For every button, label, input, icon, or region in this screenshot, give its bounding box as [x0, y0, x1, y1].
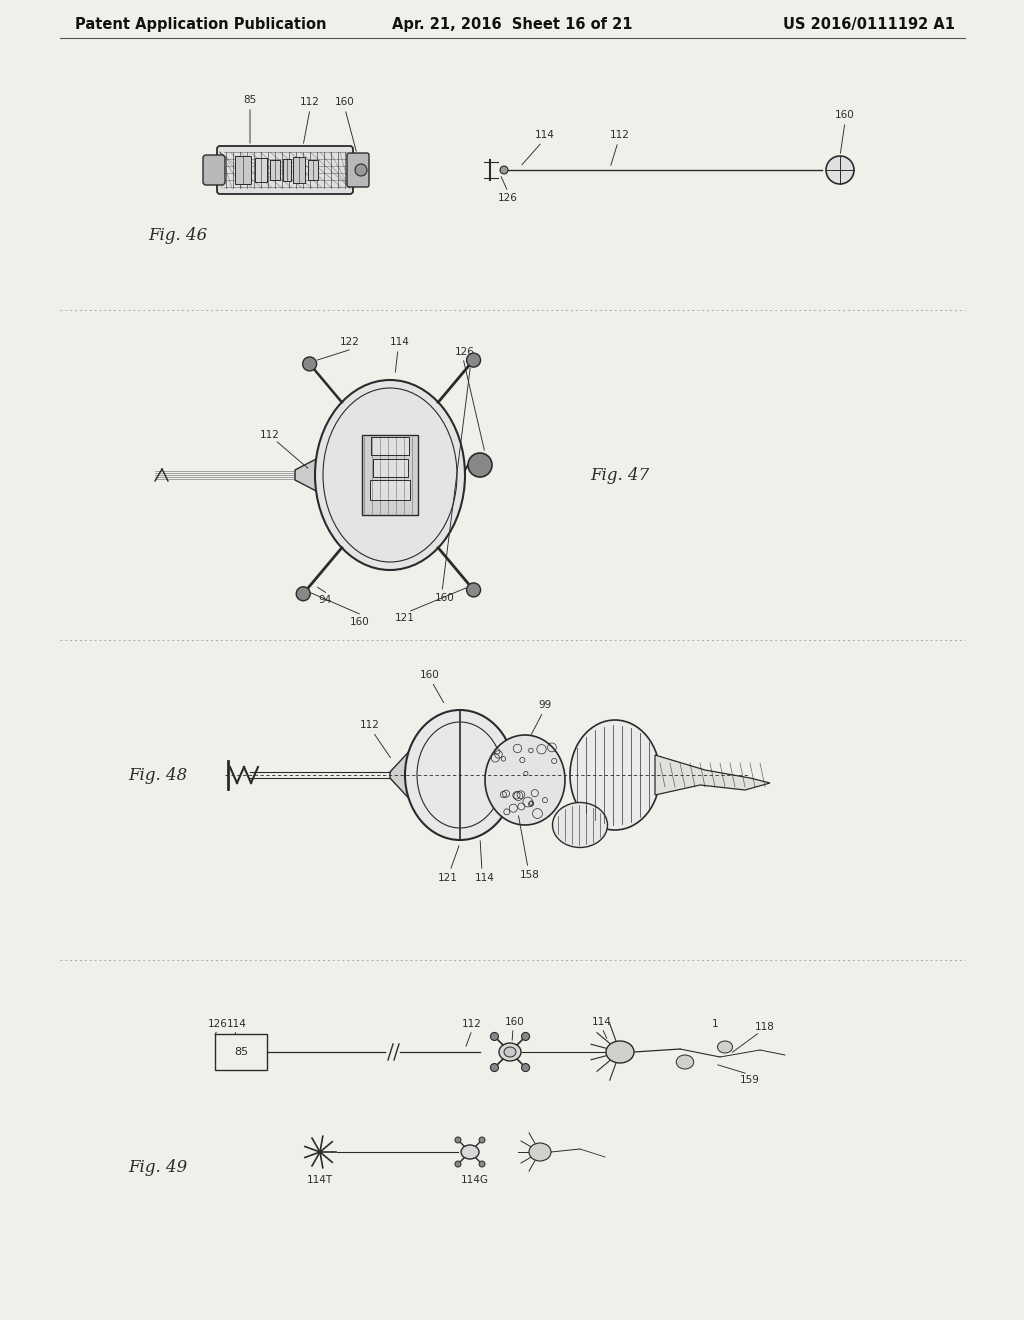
- Text: 158: 158: [520, 870, 540, 880]
- FancyBboxPatch shape: [347, 153, 369, 187]
- Circle shape: [296, 586, 310, 601]
- Text: 121: 121: [438, 873, 458, 883]
- Circle shape: [467, 352, 480, 367]
- Bar: [270, 160, 280, 180]
- Ellipse shape: [570, 719, 660, 830]
- Ellipse shape: [718, 1041, 732, 1053]
- Text: 94: 94: [318, 595, 332, 605]
- Text: 112: 112: [300, 96, 319, 107]
- Polygon shape: [390, 744, 415, 805]
- Text: 160: 160: [335, 96, 355, 107]
- Bar: [371, 437, 409, 455]
- Text: 112: 112: [462, 1019, 482, 1030]
- Text: 114T: 114T: [307, 1175, 333, 1185]
- Text: 114: 114: [592, 1016, 612, 1027]
- Text: 85: 85: [233, 1047, 248, 1057]
- Text: 114: 114: [390, 337, 410, 347]
- Text: 121: 121: [395, 612, 415, 623]
- Text: Fig. 46: Fig. 46: [148, 227, 207, 243]
- Circle shape: [455, 1162, 461, 1167]
- Text: Fig. 49: Fig. 49: [128, 1159, 187, 1176]
- Circle shape: [500, 166, 508, 174]
- Bar: [370, 480, 410, 500]
- Text: 160: 160: [836, 110, 855, 120]
- Bar: [255, 158, 267, 182]
- Text: 159: 159: [740, 1074, 760, 1085]
- Ellipse shape: [606, 1041, 634, 1063]
- Text: Apr. 21, 2016  Sheet 16 of 21: Apr. 21, 2016 Sheet 16 of 21: [392, 17, 632, 33]
- Circle shape: [468, 453, 492, 477]
- Circle shape: [521, 1032, 529, 1040]
- Text: 114G: 114G: [461, 1175, 489, 1185]
- Ellipse shape: [461, 1144, 479, 1159]
- Text: 118: 118: [755, 1022, 775, 1032]
- Text: Patent Application Publication: Patent Application Publication: [75, 17, 327, 33]
- Circle shape: [521, 1064, 529, 1072]
- Bar: [362, 436, 418, 515]
- Circle shape: [490, 1032, 499, 1040]
- Text: 160: 160: [505, 1016, 525, 1027]
- Ellipse shape: [529, 1143, 551, 1162]
- Bar: [319, 465, 345, 484]
- Polygon shape: [655, 755, 770, 795]
- Ellipse shape: [499, 1043, 521, 1061]
- Text: 114: 114: [475, 873, 495, 883]
- Ellipse shape: [485, 735, 565, 825]
- Bar: [215, 1034, 267, 1071]
- FancyBboxPatch shape: [217, 147, 353, 194]
- Bar: [283, 158, 291, 181]
- Ellipse shape: [553, 803, 607, 847]
- Text: 112: 112: [260, 430, 280, 440]
- Text: 114: 114: [536, 129, 555, 140]
- Text: 160: 160: [435, 593, 455, 603]
- Ellipse shape: [676, 1055, 693, 1069]
- Text: 160: 160: [420, 671, 440, 680]
- Text: 114: 114: [227, 1019, 247, 1030]
- Text: US 2016/0111192 A1: US 2016/0111192 A1: [783, 17, 955, 33]
- Ellipse shape: [504, 1047, 516, 1057]
- Text: 112: 112: [360, 719, 380, 730]
- Circle shape: [355, 164, 367, 176]
- FancyBboxPatch shape: [203, 154, 225, 185]
- Circle shape: [303, 356, 316, 371]
- Circle shape: [479, 1162, 485, 1167]
- Text: Fig. 48: Fig. 48: [128, 767, 187, 784]
- Text: 112: 112: [610, 129, 630, 140]
- Text: 126: 126: [455, 347, 475, 356]
- Circle shape: [826, 156, 854, 183]
- Text: 1: 1: [712, 1019, 718, 1030]
- Text: 85: 85: [244, 95, 257, 106]
- Text: 122: 122: [340, 337, 360, 347]
- Bar: [234, 156, 251, 183]
- Circle shape: [490, 1064, 499, 1072]
- Polygon shape: [295, 457, 319, 492]
- Circle shape: [455, 1137, 461, 1143]
- Text: 126: 126: [498, 193, 518, 203]
- Circle shape: [479, 1137, 485, 1143]
- Text: 99: 99: [539, 700, 552, 710]
- Ellipse shape: [406, 710, 515, 840]
- Bar: [293, 157, 305, 183]
- Circle shape: [467, 583, 480, 597]
- Bar: [308, 160, 318, 180]
- Ellipse shape: [315, 380, 465, 570]
- Bar: [373, 459, 408, 477]
- Text: 126: 126: [208, 1019, 228, 1030]
- Text: Fig. 47: Fig. 47: [590, 466, 649, 483]
- Text: 160: 160: [350, 616, 370, 627]
